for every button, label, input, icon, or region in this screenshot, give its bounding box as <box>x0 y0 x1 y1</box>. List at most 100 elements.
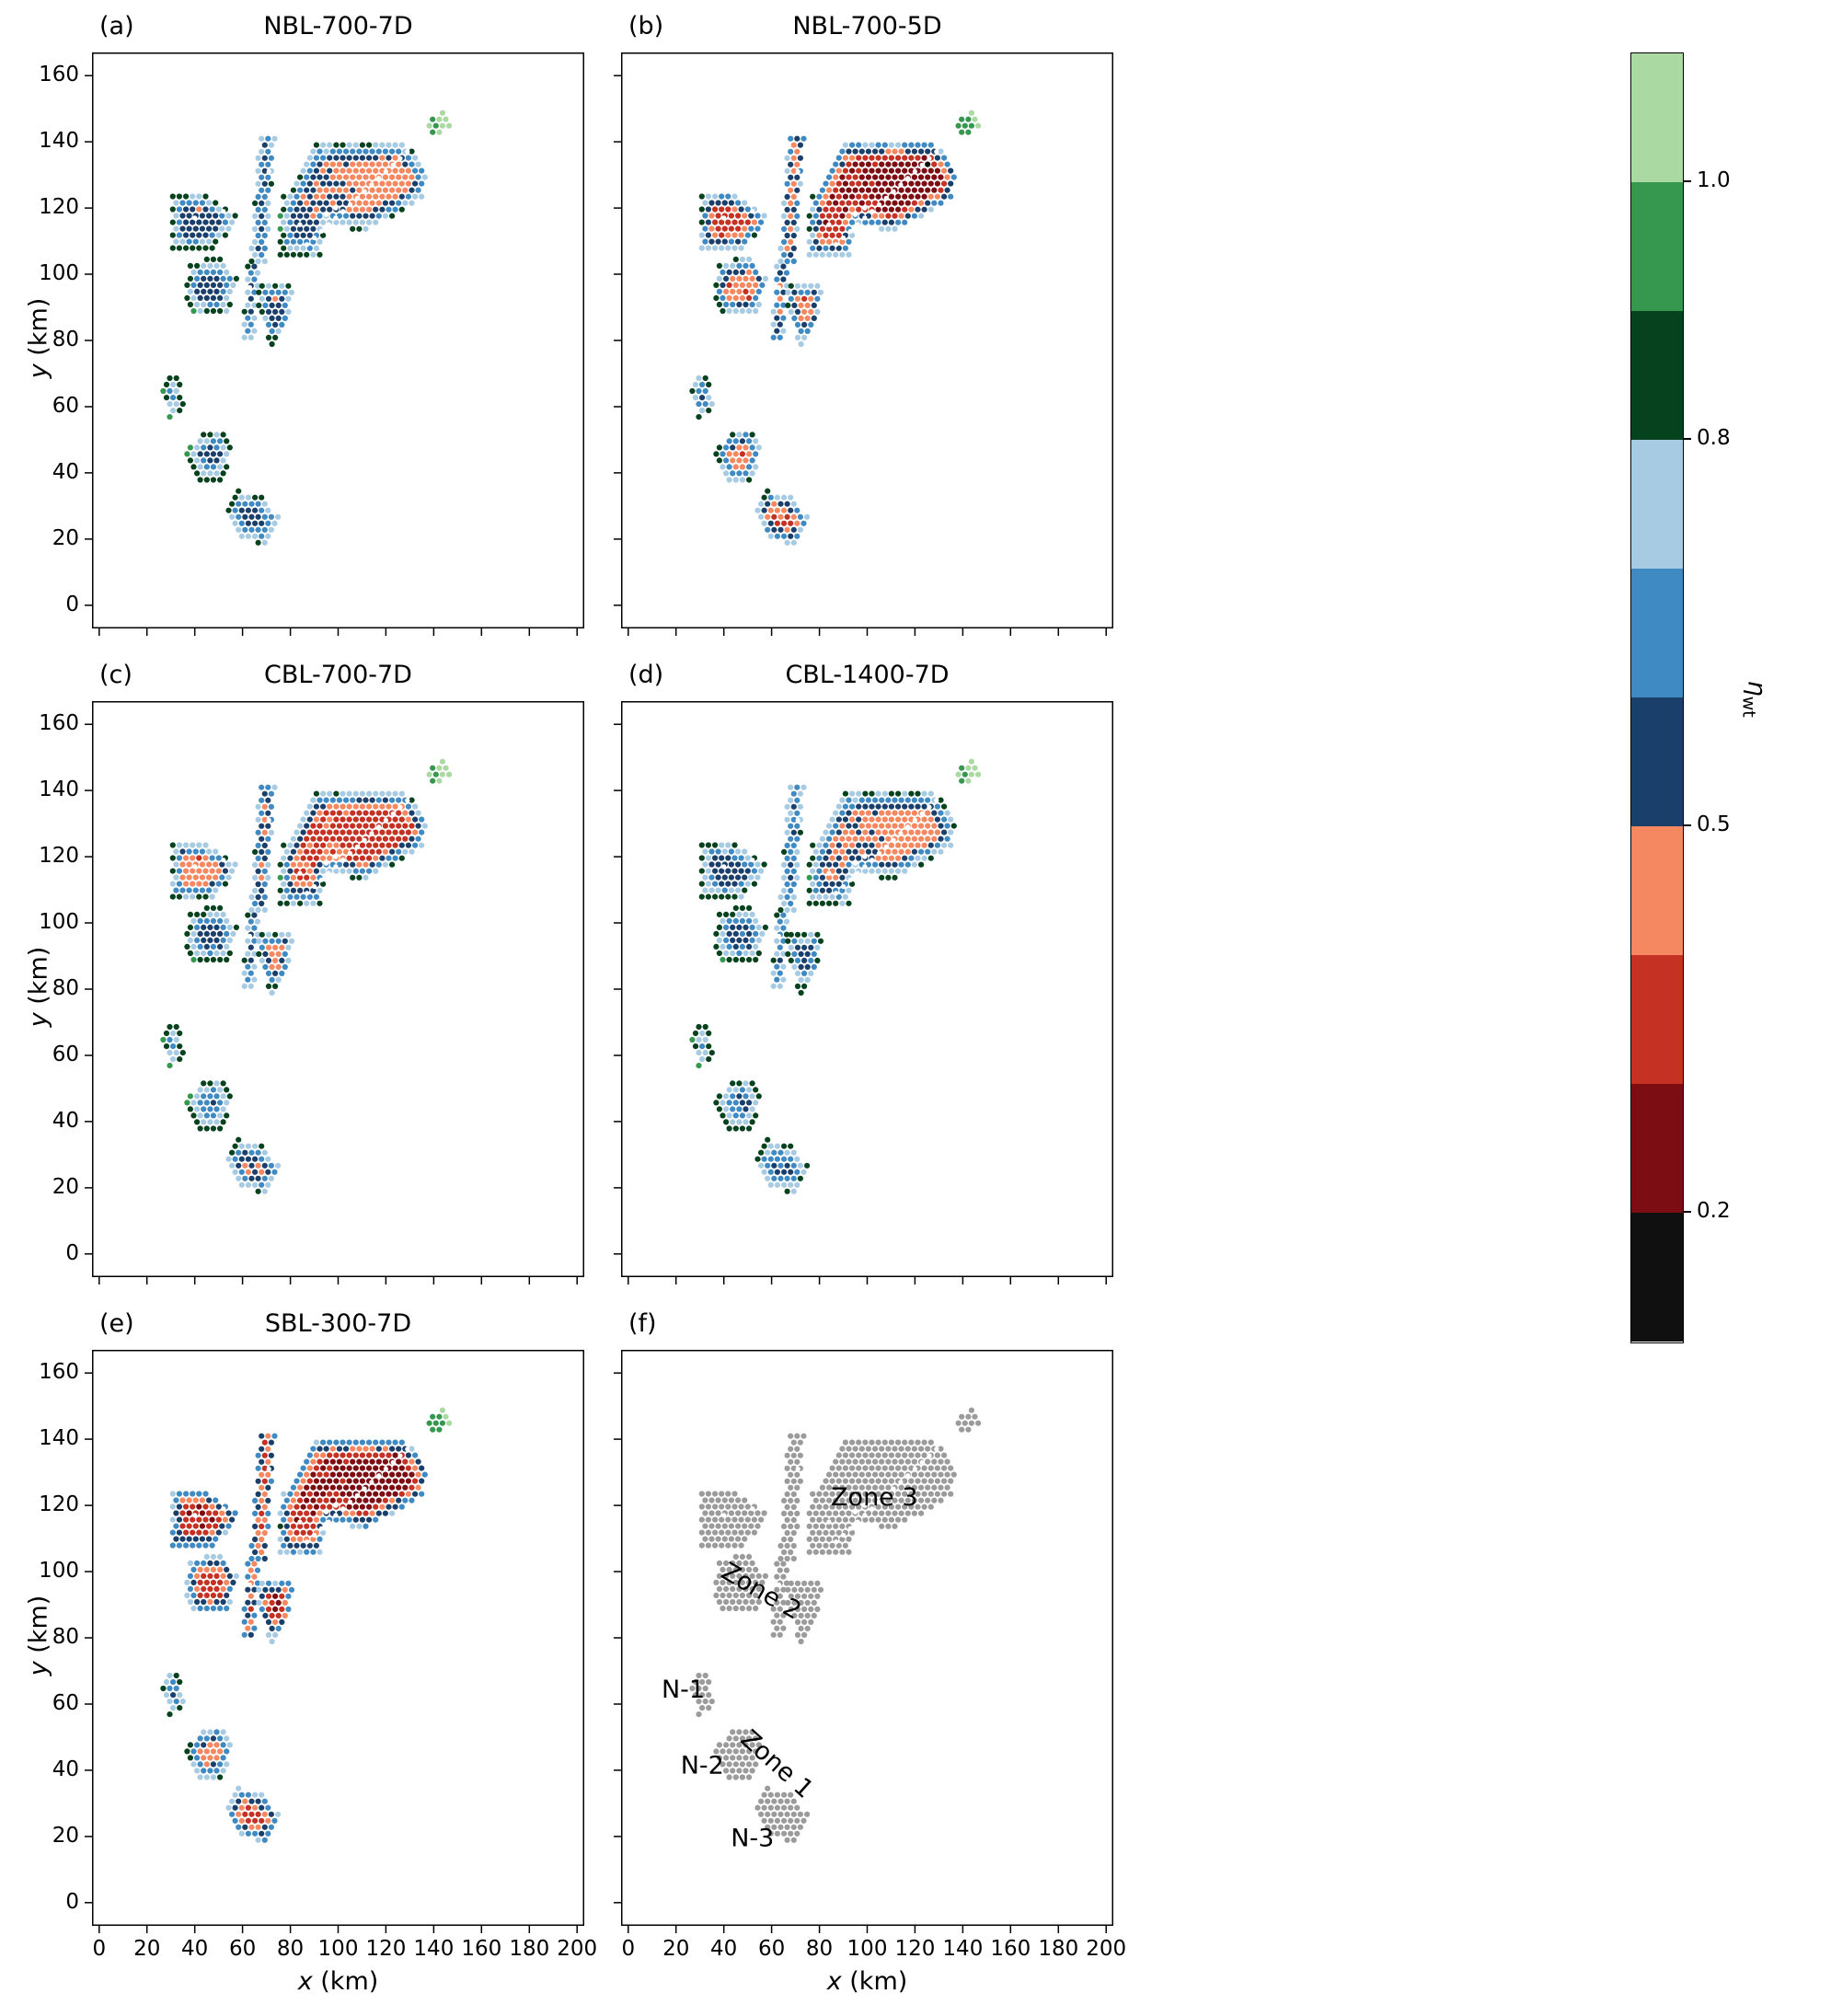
x-tick-label: 60 <box>228 1937 257 1961</box>
x-tick-label: 200 <box>557 1937 598 1961</box>
x-tick-label: 100 <box>317 1937 359 1961</box>
y-tick-label: 0 <box>65 1889 79 1914</box>
cluster-z3m-dots <box>806 1439 957 1555</box>
y-tick-label: 100 <box>39 910 79 935</box>
panel-a-letter: (a) <box>99 12 134 40</box>
x-axis-label-col-2: x (km) <box>826 1967 908 1996</box>
cluster-z3w-dots <box>698 1491 767 1549</box>
cluster-n2-dots <box>713 1080 762 1132</box>
cluster-z2s-dots <box>241 912 261 989</box>
panel-e-title: SBL-300-7D <box>264 1309 412 1338</box>
x-tick-label: 80 <box>805 1937 834 1961</box>
y-tick-label: 160 <box>39 1360 79 1385</box>
cluster-n1-dots <box>160 1672 186 1718</box>
cluster-z2s-dots <box>770 912 790 989</box>
cluster-z3m-dots <box>806 142 957 258</box>
panel-d-letter: (d) <box>628 661 664 689</box>
cluster-n2-dots <box>713 1729 762 1780</box>
cluster-z2w-dots <box>713 904 768 963</box>
y-tick-label: 120 <box>39 195 79 220</box>
x-tick-label: 60 <box>757 1937 786 1961</box>
cluster-n1-dots <box>689 1672 715 1718</box>
masked-turbine-dots <box>721 1440 947 1587</box>
panel-c-title: CBL-700-7D <box>264 661 412 689</box>
cluster-z3t-dots <box>955 1407 982 1433</box>
axes-frame <box>92 1350 584 1926</box>
cluster-z2e-dots <box>256 282 295 348</box>
zone-label: Zone 3 <box>831 1483 918 1512</box>
y-tick-label: 80 <box>52 1625 79 1649</box>
panel-b-plot <box>614 52 1113 636</box>
cluster-z2e-dots <box>785 282 824 348</box>
x-tick-label: 80 <box>276 1937 305 1961</box>
y-tick-label: 40 <box>52 459 79 484</box>
x-tick-label: 160 <box>461 1937 502 1961</box>
colorbar-tick-mark <box>1684 180 1691 182</box>
cluster-n3-dots <box>225 488 282 546</box>
axes-frame <box>621 1350 1113 1926</box>
cluster-z3w-dots <box>169 842 238 900</box>
y-tick-label: 20 <box>52 1174 79 1199</box>
cluster-n3-dots <box>754 1136 811 1194</box>
panel-f-letter: (f) <box>628 1309 657 1338</box>
y-tick-label: 0 <box>65 592 79 616</box>
cluster-z3s-dots <box>777 135 807 265</box>
x-tick-label: 120 <box>365 1937 407 1961</box>
colorbar <box>1630 52 1684 1344</box>
x-tick-label: 140 <box>413 1937 455 1961</box>
cluster-z2w-dots <box>184 256 239 315</box>
cluster-z3s-dots <box>248 1433 278 1562</box>
axes-frame <box>92 52 584 628</box>
cluster-z2s-dots <box>241 1561 261 1638</box>
cluster-n1-dots <box>689 374 715 420</box>
panel-c-plot <box>85 701 584 1284</box>
masked-turbine-dots <box>192 1440 418 1587</box>
colorbar-segment-1 <box>1631 182 1683 311</box>
x-tick-label: 200 <box>1086 1937 1127 1961</box>
x-tick-marks <box>98 1926 578 1933</box>
x-axis-label-col-1: x (km) <box>297 1967 379 1996</box>
cluster-z3s-dots <box>777 1433 807 1562</box>
y-tick-label: 40 <box>52 1757 79 1781</box>
x-tick-label: 100 <box>846 1937 888 1961</box>
y-tick-label: 60 <box>52 1690 79 1715</box>
cluster-n3-dots <box>225 1785 282 1843</box>
panel-c-letter: (c) <box>99 661 132 689</box>
colorbar-tick-mark <box>1684 1211 1691 1213</box>
cluster-n2-dots <box>184 432 233 483</box>
axes-frame <box>621 52 1113 628</box>
cluster-z3t-dots <box>955 758 982 784</box>
panel-e-letter: (e) <box>99 1309 134 1338</box>
colorbar-segment-3 <box>1631 440 1683 569</box>
y-tick-label: 80 <box>52 328 79 351</box>
y-tick-label: 140 <box>39 1426 79 1451</box>
cluster-z3m-dots <box>806 790 957 906</box>
y-tick-label: 100 <box>39 261 79 286</box>
x-tick-label: 0 <box>621 1937 636 1961</box>
y-tick-label: 60 <box>52 1042 79 1066</box>
axes-frame <box>621 701 1113 1277</box>
cluster-z2w-dots <box>713 256 768 315</box>
cluster-z3t-dots <box>426 109 453 135</box>
cluster-n3-dots <box>225 1136 282 1194</box>
cluster-z2e-dots <box>256 931 295 996</box>
masked-turbine-dots <box>192 791 418 939</box>
cluster-z3w-dots <box>698 193 767 251</box>
x-tick-label: 40 <box>710 1937 738 1961</box>
masked-turbine-dots <box>192 143 418 290</box>
colorbar-segment-7 <box>1631 955 1683 1084</box>
cluster-n1-dots <box>160 1023 186 1069</box>
zone-label: N-2 <box>681 1752 724 1780</box>
x-tick-label: 180 <box>1038 1937 1079 1961</box>
colorbar-segment-4 <box>1631 569 1683 697</box>
cluster-n1-dots <box>160 374 186 420</box>
cluster-z2s-dots <box>241 263 261 340</box>
cluster-z3w-dots <box>169 1491 238 1549</box>
panel-a-title: NBL-700-7D <box>263 12 413 40</box>
y-tick-marks <box>614 723 621 1255</box>
panel-a-plot <box>85 52 584 636</box>
colorbar-tick-mark <box>1684 824 1691 826</box>
y-tick-label: 140 <box>39 778 79 802</box>
